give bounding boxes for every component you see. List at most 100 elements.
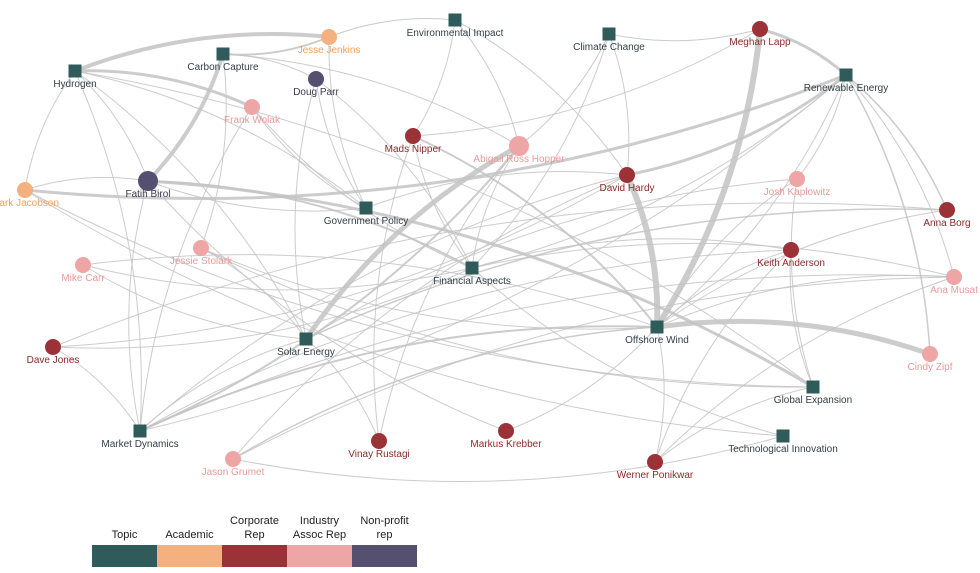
person-node [321, 29, 337, 45]
edge [74, 70, 142, 432]
edge [654, 276, 955, 463]
topic-node [299, 332, 313, 346]
edge [608, 28, 761, 42]
edge [24, 189, 814, 388]
person-node [193, 240, 209, 256]
legend-swatch [352, 545, 417, 567]
person-node [946, 269, 962, 285]
node-label: Mike Carr [61, 273, 105, 284]
edge [305, 338, 380, 442]
person-node [75, 257, 91, 273]
node-label: Global Expansion [774, 395, 852, 406]
legend-label: Industry Assoc Rep [292, 515, 347, 541]
node-label: Josh Kaplowitz [764, 187, 831, 198]
edge [373, 135, 414, 442]
person-node [45, 339, 61, 355]
edge [139, 74, 847, 432]
edge [303, 143, 521, 341]
edge [251, 106, 473, 269]
edge [139, 174, 628, 432]
person-node [647, 454, 663, 470]
topic-node [602, 27, 616, 41]
topic-node [806, 380, 820, 394]
edge [139, 274, 955, 432]
edge [74, 32, 330, 73]
topic-node [839, 68, 853, 82]
edge [378, 145, 520, 442]
edge [608, 33, 630, 176]
legend-swatch [92, 545, 157, 567]
node-label: David Hardy [599, 183, 654, 194]
node-label: Mark Jacobson [0, 198, 59, 209]
edge [412, 28, 761, 137]
edge [454, 19, 628, 176]
edge [139, 106, 253, 432]
edge [845, 74, 948, 211]
person-node [509, 136, 529, 156]
node-label: Solar Energy [277, 347, 335, 358]
edge [518, 33, 610, 147]
edge [52, 346, 141, 432]
legend-label: Non-profit rep [360, 515, 409, 541]
person-node [244, 99, 260, 115]
node-label: Anna Borg [923, 218, 970, 229]
edge [471, 145, 520, 269]
edge [471, 267, 784, 437]
topic-node [133, 424, 147, 438]
person-node [308, 71, 324, 87]
topic-node [465, 261, 479, 275]
node-label: Renewable Energy [804, 83, 889, 94]
person-node [371, 433, 387, 449]
edge [471, 238, 792, 269]
edge [845, 74, 931, 355]
edge [796, 74, 847, 180]
edge [365, 170, 628, 209]
edge [790, 178, 814, 388]
edge [654, 28, 763, 329]
edge [232, 435, 784, 482]
legend-swatch [287, 545, 352, 567]
edge [200, 53, 227, 249]
edge [232, 174, 628, 460]
edge [24, 176, 149, 191]
edge [52, 202, 948, 348]
edge [315, 78, 367, 209]
topic-node [448, 13, 462, 27]
edge [305, 208, 948, 340]
node-label: Cindy Zipf [907, 362, 952, 373]
node-label: Hydrogen [53, 79, 96, 90]
edge [412, 19, 456, 137]
person-node [225, 451, 241, 467]
node-label: Werner Ponikwar [617, 470, 694, 481]
node-label: Keith Anderson [757, 258, 825, 269]
person-node [17, 182, 33, 198]
edge [328, 18, 456, 38]
node-label: Doug Parr [293, 87, 339, 98]
edge [74, 70, 149, 182]
edge [654, 249, 792, 463]
node-label: Dave Jones [27, 355, 80, 366]
edge [654, 326, 665, 463]
edge [52, 174, 628, 348]
person-node [789, 171, 805, 187]
node-label: Jessie Stolark [170, 256, 233, 267]
node-label: Vinay Rustagi [348, 449, 410, 460]
topic-node [68, 64, 82, 78]
edge [200, 247, 814, 388]
legend-label: Corporate Rep [230, 515, 279, 541]
topic-node [776, 429, 790, 443]
edge [294, 78, 317, 340]
edge [654, 386, 814, 463]
person-node [783, 242, 799, 258]
edge [471, 33, 610, 269]
node-label: Meghan Lapp [729, 37, 791, 48]
legend-swatch [222, 545, 287, 567]
person-node [619, 167, 635, 183]
person-node [922, 346, 938, 362]
legend-swatch [157, 545, 222, 567]
edge [845, 74, 955, 278]
edge [454, 19, 520, 147]
node-label: Financial Aspects [433, 276, 511, 287]
edge [315, 78, 473, 269]
